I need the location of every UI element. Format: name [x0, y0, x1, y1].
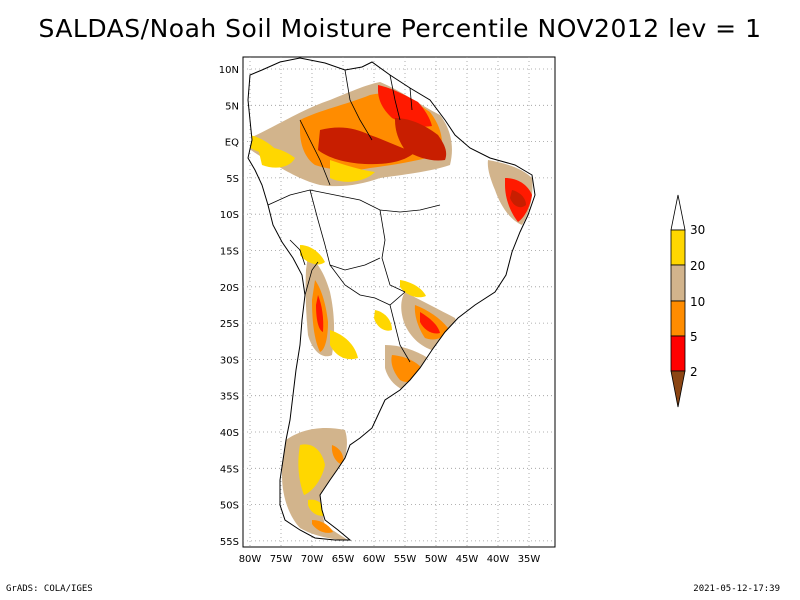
lon-tick-label: 45W: [456, 554, 479, 565]
lon-tick-label: 55W: [394, 554, 417, 565]
lon-tick-label: 80W: [239, 554, 262, 565]
lat-tick-label: 50S: [220, 501, 239, 512]
lat-tick-label: 35S: [220, 392, 239, 403]
lat-tick-label: 40S: [220, 428, 239, 439]
lat-tick-label: 20S: [220, 283, 239, 294]
lon-tick-label: 35W: [518, 554, 541, 565]
footer-credit: GrADS: COLA/IGES: [6, 584, 93, 594]
colorbar-label-30: 30: [690, 223, 705, 237]
colorbar-top-triangle: [670, 194, 686, 231]
map-ticks: 80W 75W 70W 65W 60W 55W 50W 45W 40W 35W 10N 5N EQ 5S 1…: [219, 65, 541, 565]
lat-tick-label: 10N: [219, 65, 239, 76]
colorbar-label-2: 2: [690, 365, 698, 379]
country-borders: [267, 69, 441, 363]
lon-tick-label: 60W: [363, 554, 386, 565]
colorbar-5-10: [670, 300, 686, 337]
lon-tick-label: 70W: [301, 554, 324, 565]
lat-tick-label: 45S: [220, 464, 239, 475]
map-gridlines: [243, 57, 555, 547]
colorbar: 30 20 10 5 2: [670, 194, 705, 408]
percentile-shading: [248, 82, 533, 540]
colorbar-label-10: 10: [690, 295, 705, 309]
continent-outline: [247, 57, 536, 541]
lat-tick-label: 55S: [220, 537, 239, 548]
lat-tick-label: EQ: [225, 138, 239, 149]
colorbar-bottom-triangle: [670, 370, 686, 408]
lon-tick-label: 65W: [332, 554, 355, 565]
lon-tick-label: 40W: [487, 554, 510, 565]
lat-tick-label: 25S: [220, 319, 239, 330]
colorbar-label-20: 20: [690, 259, 705, 273]
colorbar-20-30: [670, 229, 686, 266]
lat-tick-label: 15S: [220, 247, 239, 258]
lat-tick-label: 5S: [226, 174, 239, 185]
colorbar-10-20: [670, 264, 686, 302]
lon-tick-label: 50W: [425, 554, 448, 565]
lat-tick-label: 5N: [225, 101, 239, 112]
colorbar-2-5: [670, 335, 686, 372]
lat-tick-label: 30S: [220, 355, 239, 366]
lon-tick-label: 75W: [270, 554, 293, 565]
lat-tick-label: 10S: [220, 210, 239, 221]
footer-timestamp: 2021-05-12-17:39: [693, 584, 780, 594]
map-title: SALDAS/Noah Soil Moisture Percentile NOV…: [38, 14, 762, 43]
colorbar-label-5: 5: [690, 330, 698, 344]
